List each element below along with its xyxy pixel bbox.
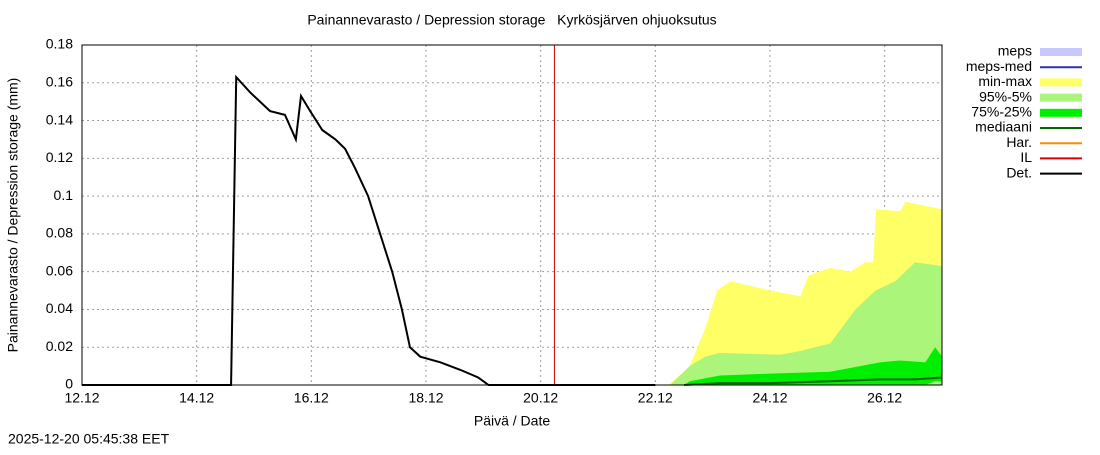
legend-label: IL [1020,149,1032,165]
x-tick-label: 26.12 [867,390,902,406]
series-line [82,74,656,386]
legend-label: 75%-25% [971,104,1032,120]
y-tick-label: 0.04 [46,300,73,316]
y-tick-label: 0.12 [46,149,73,165]
chart-title: Painannevarasto / Depression storage Kyr… [307,12,716,28]
plot-frame [81,44,943,386]
y-tick-label: 0.1 [54,187,74,203]
y-tick-label: 0.02 [46,338,73,354]
x-tick-label: 22.12 [638,390,673,406]
x-axis-label: Päivä / Date [474,413,550,429]
legend-swatch [1040,78,1082,87]
series-line [683,376,943,386]
band [670,262,942,385]
x-tick-label: 14.12 [179,390,214,406]
y-tick-label: 0.18 [46,36,73,52]
y-tick-label: 0 [65,376,73,392]
x-tick-label: 12.12 [64,390,99,406]
band [684,347,942,385]
x-tick-label: 20.12 [523,390,558,406]
y-tick-label: 0.16 [46,73,73,89]
y-tick-label: 0.14 [46,111,73,127]
legend-label: meps-med [966,58,1032,74]
legend-label: Har. [1006,134,1032,150]
timestamp: 2025-12-20 05:45:38 EET [8,431,170,447]
x-tick-label: 16.12 [294,390,329,406]
x-tick-label: 24.12 [752,390,787,406]
legend-label: meps [998,43,1032,59]
legend-label: Det. [1006,164,1032,180]
legend-swatch [1040,108,1082,117]
x-tick-label: 18.12 [408,390,443,406]
legend-swatch [1040,48,1082,56]
legend-label: mediaani [975,119,1032,135]
legend-label: 95%-5% [979,88,1032,104]
y-tick-label: 0.08 [46,225,73,241]
y-tick-label: 0.06 [46,262,73,278]
y-axis-label: Painannevarasto / Depression storage (mm… [5,78,21,353]
legend-label: min-max [978,73,1032,89]
legend-swatch [1040,93,1082,102]
